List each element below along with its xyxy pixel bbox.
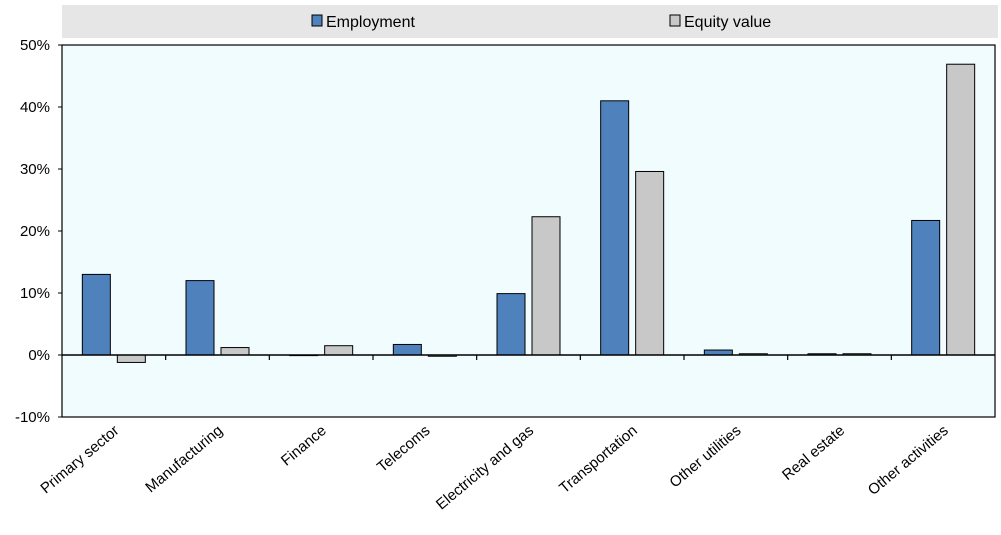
y-tick-label: 50% — [20, 37, 50, 54]
bar-equity-value — [531, 216, 561, 356]
legend-swatch-equity-value — [669, 14, 681, 27]
y-tick-label: 0% — [28, 347, 50, 364]
x-axis-labels: Primary sector Manufacturing Finance Teleco… — [37, 422, 951, 513]
category-label: Electricity and gas — [433, 422, 537, 513]
bar-employment — [496, 293, 526, 356]
category-label: Other activities — [865, 422, 952, 499]
legend-label-equity-value: Equity value — [684, 14, 771, 31]
y-tick-label: 20% — [20, 223, 50, 240]
bar-employment — [81, 273, 111, 356]
category-label: Real estate — [779, 422, 848, 484]
category-label: Transportation — [556, 422, 641, 497]
bar-employment — [600, 100, 630, 356]
bars — [81, 63, 976, 363]
legend-band — [62, 5, 998, 38]
y-tick-label: 40% — [20, 99, 50, 116]
bar-equity-value — [324, 345, 354, 356]
y-tick-label: 10% — [20, 285, 50, 302]
bar-equity-value — [116, 354, 146, 363]
bar-employment — [392, 343, 422, 356]
category-label: Manufacturing — [142, 422, 226, 496]
plot-area — [61, 44, 996, 418]
x-axis-ticks — [165, 355, 892, 360]
bar-employment — [185, 280, 215, 356]
category-label: Other utilities — [666, 422, 744, 491]
category-label: Telecoms — [374, 422, 433, 476]
legend-label-employment: Employment — [326, 14, 415, 31]
category-label: Primary sector — [37, 422, 122, 497]
legend-swatch-employment — [311, 14, 323, 27]
bar-equity-value — [220, 347, 250, 356]
bar-employment — [703, 349, 733, 356]
y-axis: -10% 0% 10% 20% 30% 40% 50% — [15, 37, 62, 426]
bar-equity-value — [946, 63, 976, 356]
y-tick-label: 30% — [20, 161, 50, 178]
bar-employment — [911, 219, 941, 356]
bar-equity-value — [635, 170, 665, 356]
category-label: Finance — [278, 422, 330, 469]
y-tick-label: -10% — [15, 409, 50, 426]
